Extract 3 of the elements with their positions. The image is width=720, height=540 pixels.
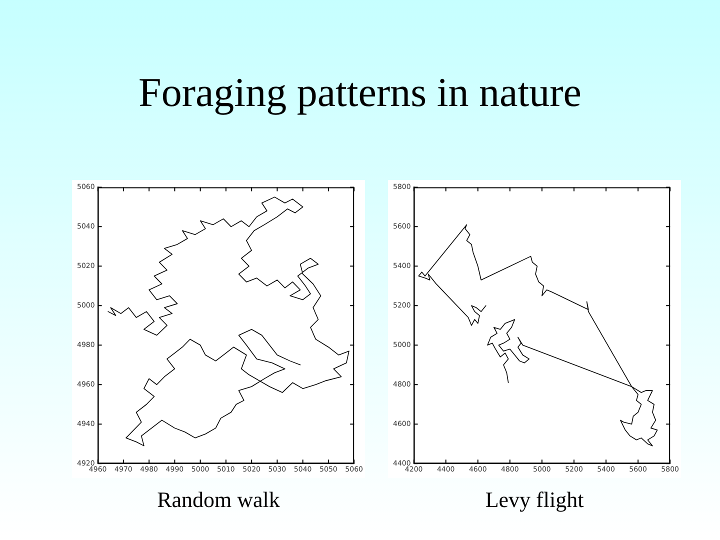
chart-title: Foraging patterns in nature [138,68,582,116]
x-axis-title: Random walk [156,487,281,513]
x-axis-title: Levy flight [484,487,585,513]
